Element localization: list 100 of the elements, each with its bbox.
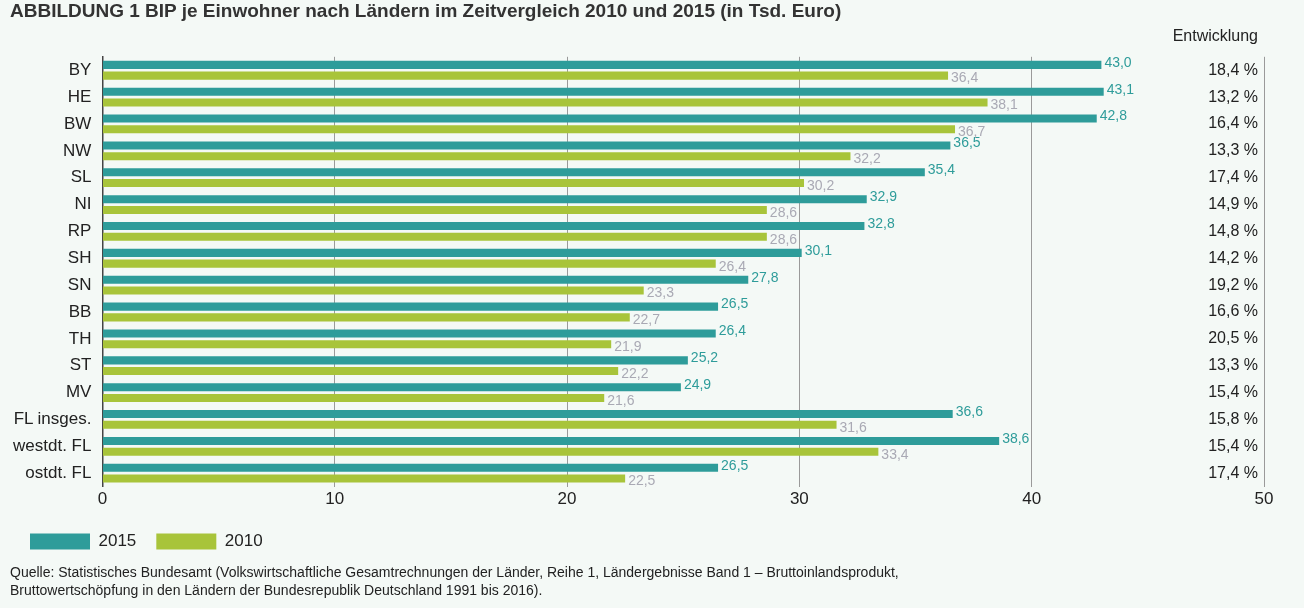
- y-tick-label: ostdt. FL: [25, 462, 92, 482]
- bar: [102, 275, 749, 284]
- data-label: 43,1: [1106, 80, 1135, 97]
- bar: [102, 152, 851, 161]
- annotation: 14,9 %: [1208, 194, 1258, 212]
- y-tick-label: ST: [69, 355, 92, 375]
- data-label: 26,4: [718, 257, 747, 274]
- bar: [102, 447, 879, 456]
- bar: [102, 195, 867, 204]
- bar: [102, 420, 837, 429]
- bar: [102, 313, 630, 322]
- annotation: 18,4 %: [1208, 60, 1258, 78]
- annotation: 13,2 %: [1208, 87, 1258, 105]
- y-tick-label: RP: [67, 221, 92, 241]
- bar: [102, 222, 865, 231]
- bar: [102, 98, 988, 107]
- data-label: 31,6: [839, 418, 867, 435]
- bar: [102, 410, 953, 419]
- x-tick-label: 40: [1022, 489, 1042, 509]
- bar: [102, 356, 688, 365]
- y-tick-label: NI: [74, 194, 92, 214]
- x-tick-label: 20: [557, 489, 577, 509]
- annotation: 20,5 %: [1208, 329, 1258, 347]
- y-tick-label: SL: [70, 167, 92, 187]
- annotation: 14,8 %: [1208, 221, 1258, 239]
- bar: [102, 71, 949, 80]
- data-label: 22,2: [621, 364, 649, 381]
- data-label: 30,2: [807, 176, 835, 193]
- data-label: 42,8: [1099, 107, 1128, 124]
- bar: [102, 114, 1097, 123]
- data-label: 23,3: [646, 284, 675, 301]
- bar: [102, 302, 719, 311]
- bar: [102, 141, 951, 150]
- data-label: 25,2: [690, 349, 719, 366]
- annotation: 17,4 %: [1208, 463, 1258, 481]
- x-tick-label: 0: [97, 489, 108, 509]
- y-tick-label: NW: [63, 140, 92, 160]
- bar: [102, 474, 626, 483]
- text: Entwicklung: [1172, 27, 1258, 45]
- y-tick-label: BY: [68, 59, 92, 79]
- bar: [102, 340, 612, 349]
- bar: [102, 383, 681, 392]
- bar: [102, 463, 719, 472]
- data-label: 28,6: [769, 203, 798, 220]
- y-tick-label: FL insges.: [13, 409, 92, 429]
- legend-label: 2010: [224, 531, 263, 551]
- annotation: 16,4 %: [1208, 114, 1258, 132]
- y-tick-label: westdt. FL: [12, 435, 92, 455]
- bar: [102, 367, 619, 376]
- annotation: 15,8 %: [1208, 409, 1258, 427]
- y-tick-label: BB: [68, 301, 92, 321]
- annotation: 15,4 %: [1208, 436, 1258, 454]
- data-label: 22,5: [628, 472, 656, 489]
- bar: [102, 125, 956, 134]
- y-tick-label: BW: [64, 113, 92, 133]
- annotation: 13,3 %: [1208, 141, 1258, 159]
- data-label: 32,2: [853, 150, 881, 167]
- data-label: 26,5: [721, 456, 749, 473]
- chart-title: ABBILDUNG 1 BIP je Einwohner nach Ländern im Zeitvergleich 2010 und 2015 (in Tsd. Euro): [10, 0, 842, 21]
- x-tick-label: 10: [325, 489, 345, 509]
- bar: [102, 87, 1104, 96]
- y-tick-label: TH: [68, 328, 92, 348]
- data-label: 26,4: [718, 322, 747, 339]
- x-tick-label: 30: [789, 489, 809, 509]
- source-note: Quelle: Statistisches Bundesamt (Volkswirtschaftliche Gesamtrechnungen der Länder, Reihe 1, Ländergebnisse Band 1 – Bruttoinlandsprodukt, Bruttowertschöpfung in den Ländern der Bundesrepublik Deutschland 1991 bis 2016).: [10, 563, 900, 599]
- bar: [102, 259, 716, 268]
- bar: [102, 232, 767, 241]
- data-label: 24,9: [683, 376, 712, 393]
- y-tick-label: MV: [65, 382, 93, 402]
- data-label: 28,6: [769, 230, 798, 247]
- data-label: 30,1: [804, 241, 833, 258]
- data-label: 21,9: [614, 338, 642, 355]
- legend-label: 2015: [98, 531, 137, 551]
- bar: [102, 248, 802, 257]
- data-label: 36,4: [951, 69, 979, 86]
- data-label: 26,5: [721, 295, 749, 312]
- annotation: 19,2 %: [1208, 275, 1258, 293]
- annotation: 17,4 %: [1208, 168, 1258, 186]
- data-label: 32,8: [867, 214, 895, 231]
- data-label: 38,1: [990, 96, 1019, 113]
- annotation: 15,4 %: [1208, 382, 1258, 400]
- data-label: 33,4: [881, 445, 909, 462]
- bar: [102, 205, 767, 214]
- data-label: 38,6: [1002, 429, 1030, 446]
- y-tick-label: SN: [67, 274, 92, 294]
- data-label: 36,6: [955, 402, 984, 419]
- bar: [102, 329, 716, 338]
- x-tick-label: 50: [1254, 489, 1274, 509]
- data-label: 22,7: [632, 311, 661, 328]
- data-label: 43,0: [1104, 53, 1132, 70]
- y-tick-label: SH: [67, 247, 92, 267]
- bar: [102, 179, 805, 188]
- y-tick-label: HE: [67, 86, 92, 106]
- bar: [102, 436, 1000, 445]
- annotation: 13,3 %: [1208, 356, 1258, 374]
- bar: [102, 60, 1102, 69]
- data-label: 35,4: [927, 161, 956, 178]
- data-label: 32,9: [869, 188, 898, 205]
- data-label: 21,6: [607, 391, 635, 408]
- data-label: 27,8: [751, 268, 779, 285]
